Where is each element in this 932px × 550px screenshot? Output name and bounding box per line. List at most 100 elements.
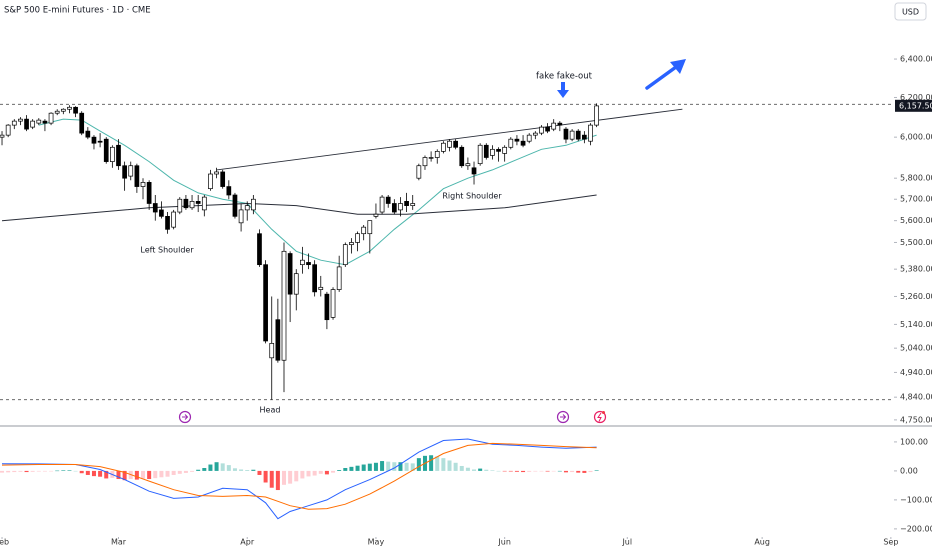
candle-body: [563, 128, 569, 140]
macd-histogram-bar: [122, 470, 127, 481]
macd-histogram-bar: [42, 470, 47, 472]
macd-histogram-bar: [79, 470, 84, 474]
macd-histogram-bar: [165, 470, 170, 477]
macd-histogram-bar: [294, 470, 299, 482]
macd-histogram-bar: [551, 470, 556, 472]
y-tick-label: −200.00: [900, 524, 932, 533]
macd-histogram-bar: [36, 470, 41, 472]
candle-body: [569, 130, 575, 140]
candle-body: [257, 233, 262, 266]
last-price-label: 6,157.50: [899, 101, 932, 110]
candle-body: [60, 108, 66, 112]
candle-body: [404, 201, 409, 206]
y-tick-label: 4,940.00: [900, 368, 932, 377]
macd-histogram-bar: [177, 470, 182, 474]
macd-histogram-bar: [404, 462, 409, 471]
y-tick-label: 4,750.00: [900, 415, 932, 424]
macd-histogram-bar: [545, 470, 550, 472]
candle-body: [312, 264, 317, 293]
macd-histogram-bar: [306, 470, 311, 477]
candle-body: [97, 140, 103, 143]
candle-body: [483, 144, 489, 158]
macd-histogram-bar: [183, 470, 188, 473]
macd-histogram-bar: [392, 462, 397, 471]
macd-histogram-bar: [435, 456, 440, 471]
y-tick-label: 6,400.00: [900, 55, 932, 64]
candle-body: [232, 194, 238, 217]
y-tick-label: 6,200.00: [900, 93, 932, 102]
macd-histogram-bar: [55, 470, 60, 472]
macd-histogram-bar: [527, 470, 532, 472]
macd-histogram-bar: [61, 470, 66, 471]
macd-histogram-bar: [312, 470, 317, 476]
candle-body: [477, 144, 483, 165]
candle-body: [79, 112, 85, 134]
macd-histogram-bar: [147, 470, 152, 480]
x-tick-label: Jun: [497, 538, 511, 547]
event-icon[interactable]: [556, 410, 570, 424]
candle-body: [287, 253, 293, 295]
arrow-up-right: [645, 59, 686, 90]
annotation: Right Shoulder: [442, 192, 502, 201]
candle-body: [582, 134, 587, 140]
candle-body: [73, 106, 78, 114]
candle-body: [465, 163, 471, 167]
macd-histogram-bar: [67, 470, 72, 471]
candle-body: [67, 106, 72, 110]
x-tick-label: Aug: [754, 538, 770, 547]
candle-body: [183, 198, 189, 209]
event-icon[interactable]: [593, 410, 607, 424]
macd-histogram-bar: [410, 463, 415, 471]
macd-histogram-bar: [85, 470, 90, 475]
candle-body: [551, 122, 557, 130]
candle-body: [318, 286, 324, 290]
macd-histogram-bar: [398, 462, 403, 471]
candle-body: [152, 203, 158, 213]
macd-histogram-bar: [539, 470, 544, 472]
currency-box[interactable]: [894, 2, 927, 21]
macd-histogram-bar: [159, 470, 164, 478]
candle-body: [526, 134, 532, 142]
candle-body: [324, 293, 330, 321]
currency[interactable]: USD: [902, 8, 919, 17]
candle-body: [48, 112, 54, 124]
candle-body: [116, 144, 121, 167]
annotation: fake fake-out: [536, 72, 593, 82]
y-tick-label: 5,140.00: [900, 320, 932, 329]
candle-body: [275, 319, 281, 361]
candle-body: [24, 118, 29, 130]
candle-body: [367, 220, 373, 235]
macd-histogram-bar: [343, 468, 348, 471]
macd-histogram-bar: [508, 470, 513, 472]
candle-body: [453, 140, 458, 148]
candle-body: [122, 165, 127, 179]
candle-body: [263, 264, 268, 342]
macd-histogram-bar: [459, 465, 464, 471]
macd-histogram-bar: [24, 470, 29, 473]
candle-body: [496, 148, 501, 152]
candle-body: [30, 120, 36, 128]
candle-body: [54, 110, 60, 114]
macd-histogram-bar: [263, 470, 268, 483]
macd-histogram-bar: [349, 466, 354, 471]
macd-histogram-bar: [232, 468, 237, 471]
macd-histogram-bar: [269, 470, 274, 488]
candle-body: [91, 136, 97, 144]
candle-body: [171, 211, 177, 228]
candle-body: [471, 167, 477, 175]
candle-body: [165, 215, 170, 230]
candle-body: [269, 343, 275, 359]
y-tick-label: 5,700.00: [900, 195, 932, 204]
candle-body: [545, 126, 550, 132]
candle-body: [416, 165, 422, 179]
candle-body: [5, 124, 11, 136]
event-icon[interactable]: [178, 410, 192, 424]
candle-body: [459, 146, 465, 167]
macd-histogram-bar: [386, 461, 391, 471]
macd-histogram-bar: [563, 470, 568, 473]
macd-histogram-bar: [116, 470, 121, 480]
macd-histogram-bar: [453, 462, 458, 471]
macd-histogram-bar: [502, 470, 507, 472]
macd-histogram-bar: [582, 470, 587, 473]
